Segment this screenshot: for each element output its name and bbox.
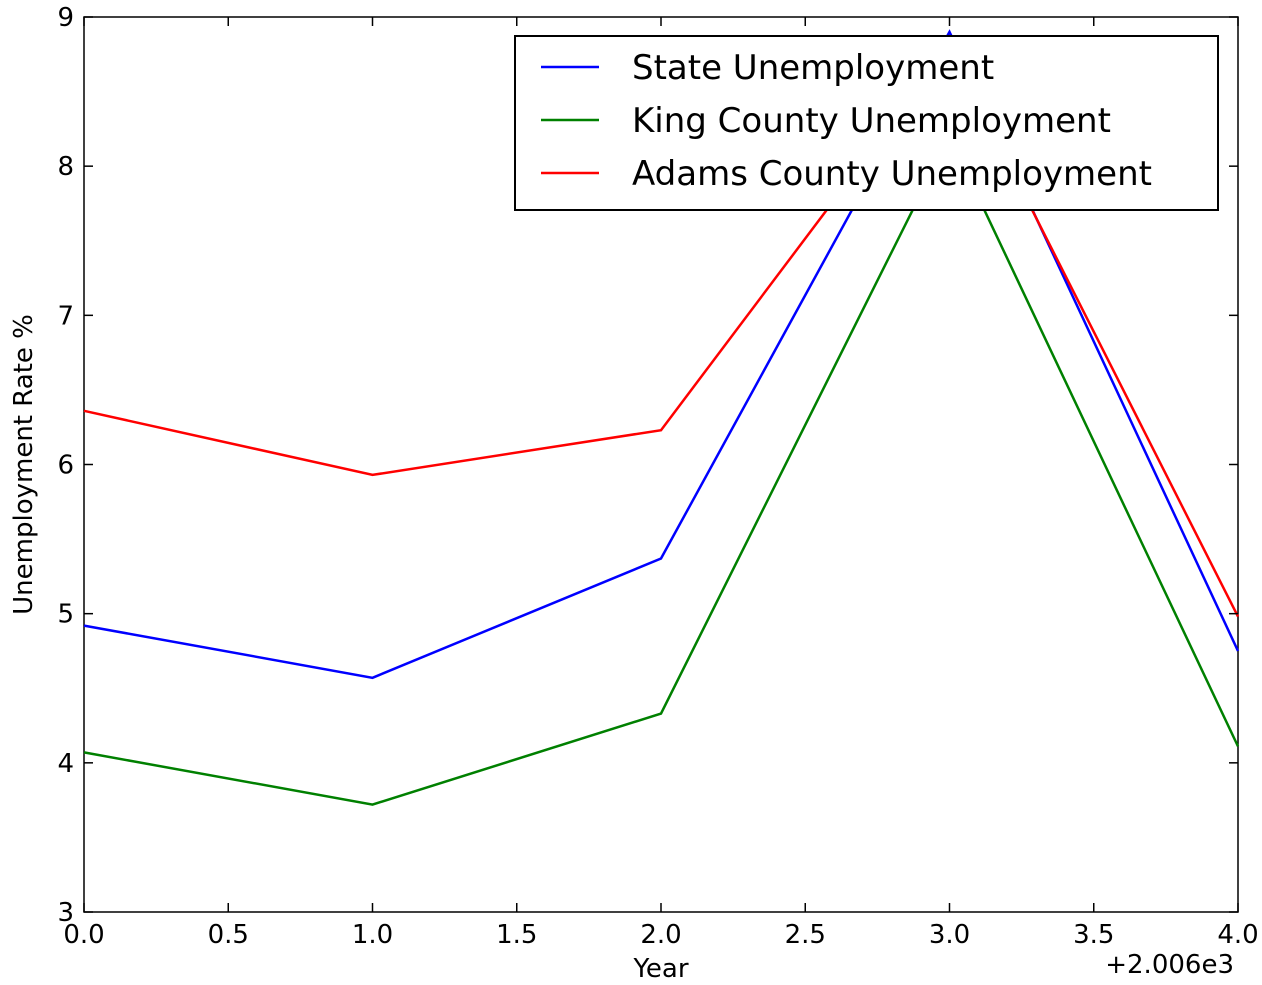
x-tick-label: 1.5 bbox=[496, 920, 537, 950]
legend-entry-label: State Unemployment bbox=[632, 48, 994, 88]
y-tick-label: 4 bbox=[57, 749, 74, 779]
y-tick-label: 5 bbox=[57, 600, 74, 630]
x-axis-offset-label: +2.006e3 bbox=[1105, 950, 1234, 980]
series-line-2 bbox=[83, 133, 1240, 806]
legend-box bbox=[514, 35, 1219, 211]
series-lines bbox=[83, 29, 1240, 806]
axis-labels: Year Unemployment Rate % +2.006e3 bbox=[9, 314, 1234, 984]
x-tick-label: 0.0 bbox=[63, 920, 104, 950]
x-tick-label: 0.5 bbox=[208, 920, 249, 950]
x-tick-label: 4.0 bbox=[1217, 920, 1258, 950]
legend-entry-label: Adams County Unemployment bbox=[632, 154, 1152, 194]
series-line-3 bbox=[83, 44, 1240, 618]
legend-entry-label: King County Unemployment bbox=[632, 101, 1111, 141]
y-tick-label: 7 bbox=[57, 301, 74, 331]
axis-ticks: 0.0 0.5 1.0 1.5 2.0 2.5 3.0 3.5 4.0 3 4 5 6 7 8 9 bbox=[57, 3, 1258, 950]
x-tick-label: 3.0 bbox=[929, 920, 970, 950]
y-axis-label: Unemployment Rate % bbox=[9, 314, 39, 615]
x-tick-label: 3.5 bbox=[1073, 920, 1114, 950]
y-tick-label: 8 bbox=[57, 152, 74, 182]
y-tick-label: 6 bbox=[57, 451, 74, 481]
x-tick-label: 1.0 bbox=[352, 920, 393, 950]
x-tick-label: 2.0 bbox=[640, 920, 681, 950]
y-tick-label: 3 bbox=[57, 898, 74, 928]
x-axis-label: Year bbox=[632, 954, 688, 984]
x-tick-label: 2.5 bbox=[785, 920, 826, 950]
legend: State Unemployment King County Unemployme… bbox=[514, 35, 1219, 211]
y-tick-label: 9 bbox=[57, 3, 74, 33]
